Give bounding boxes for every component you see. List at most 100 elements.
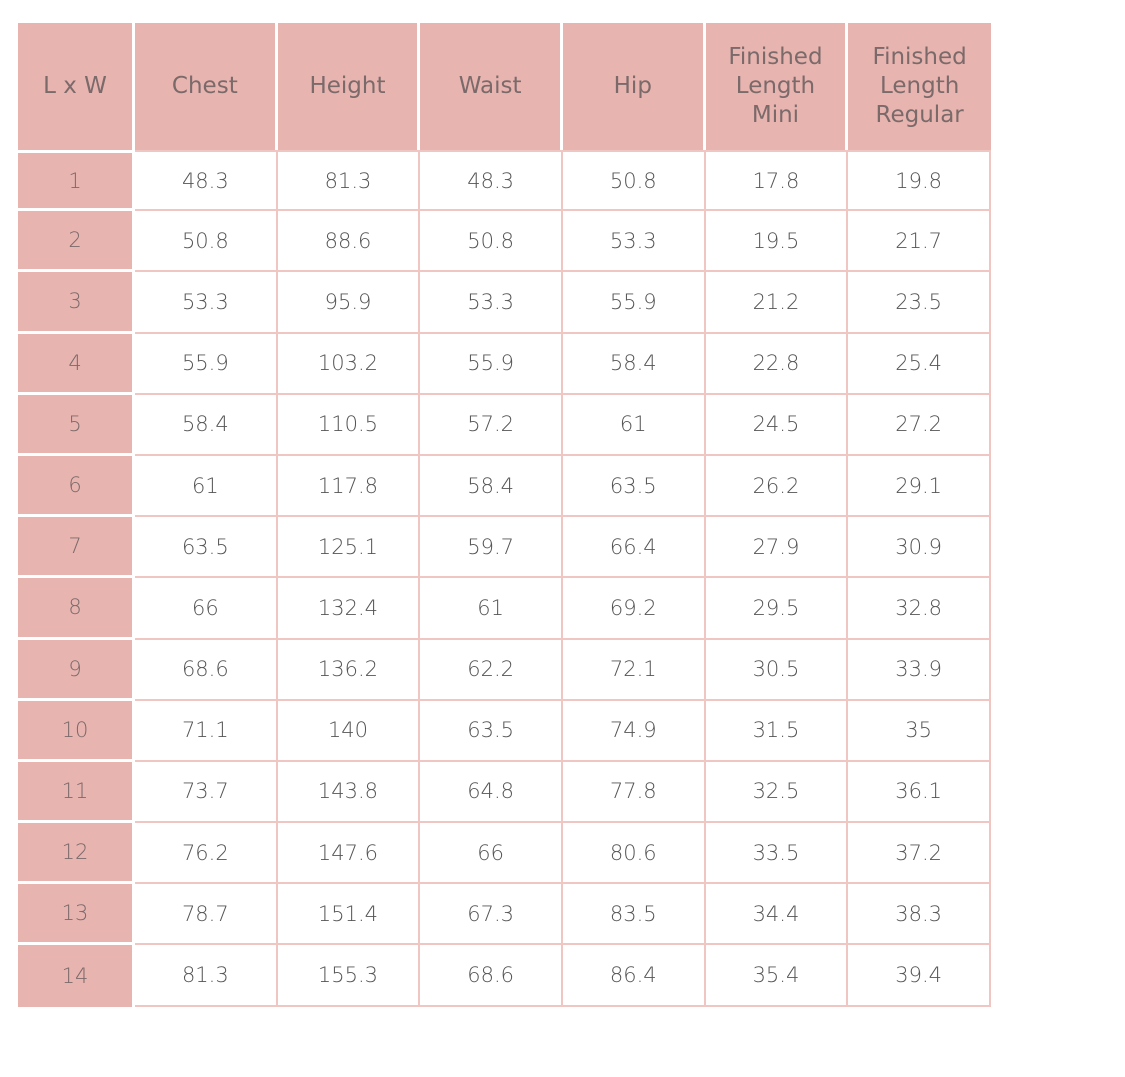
size-cell: 1 bbox=[18, 150, 135, 212]
chest-cell: 78.7 bbox=[135, 884, 278, 946]
table-row: 3 53.3 95.9 53.3 55.9 21.2 23.5 bbox=[18, 272, 991, 334]
hip-cell: 58.4 bbox=[562, 333, 706, 395]
table-row: 1 48.3 81.3 48.3 50.8 17.8 19.8 bbox=[18, 150, 991, 212]
hip-cell: 61 bbox=[562, 394, 706, 456]
table-row: 12 76.2 147.6 66 80.6 33.5 37.2 bbox=[18, 823, 991, 885]
table-row: 6 61 117.8 58.4 63.5 26.2 29.1 bbox=[18, 455, 991, 518]
size-cell: 6 bbox=[18, 455, 135, 518]
finished-length-mini-cell: 26.2 bbox=[705, 455, 849, 518]
chest-cell: 81.3 bbox=[135, 945, 278, 1007]
height-cell: 88.6 bbox=[277, 211, 421, 273]
finished-length-mini-cell: 27.9 bbox=[705, 517, 849, 579]
chest-cell: 58.4 bbox=[135, 394, 278, 456]
finished-length-regular-cell: 36.1 bbox=[848, 761, 991, 824]
table-header: L x W Chest Height Waist Hip Finished Le… bbox=[18, 23, 991, 150]
size-chart-table: L x W Chest Height Waist Hip Finished Le… bbox=[18, 23, 991, 1007]
waist-cell: 64.8 bbox=[420, 761, 563, 824]
chest-cell: 76.2 bbox=[135, 823, 278, 885]
finished-length-regular-cell: 25.4 bbox=[848, 333, 991, 395]
hip-cell: 72.1 bbox=[562, 639, 706, 701]
table-row: 10 71.1 140 63.5 74.9 31.5 35 bbox=[18, 700, 991, 762]
table-row: 11 73.7 143.8 64.8 77.8 32.5 36.1 bbox=[18, 761, 991, 824]
finished-length-mini-cell: 22.8 bbox=[705, 333, 849, 395]
hip-cell: 53.3 bbox=[562, 211, 706, 273]
height-cell: 136.2 bbox=[277, 639, 421, 701]
height-cell: 143.8 bbox=[277, 761, 421, 824]
waist-cell: 53.3 bbox=[420, 272, 563, 334]
table-row: 5 58.4 110.5 57.2 61 24.5 27.2 bbox=[18, 394, 991, 456]
height-cell: 155.3 bbox=[277, 945, 421, 1007]
waist-cell: 57.2 bbox=[420, 394, 563, 456]
header-height: Height bbox=[277, 23, 421, 150]
finished-length-mini-cell: 24.5 bbox=[705, 394, 849, 456]
finished-length-mini-cell: 31.5 bbox=[705, 700, 849, 762]
hip-cell: 86.4 bbox=[562, 945, 706, 1007]
header-finished-length-mini: Finished Length Mini bbox=[705, 23, 849, 150]
finished-length-mini-cell: 17.8 bbox=[705, 150, 849, 212]
finished-length-regular-cell: 29.1 bbox=[848, 455, 991, 518]
finished-length-regular-cell: 38.3 bbox=[848, 884, 991, 946]
finished-length-regular-cell: 30.9 bbox=[848, 517, 991, 579]
size-cell: 3 bbox=[18, 272, 135, 334]
table-row: 14 81.3 155.3 68.6 86.4 35.4 39.4 bbox=[18, 945, 991, 1007]
finished-length-mini-cell: 30.5 bbox=[705, 639, 849, 701]
chest-cell: 66 bbox=[135, 578, 278, 640]
finished-length-mini-cell: 33.5 bbox=[705, 823, 849, 885]
finished-length-mini-cell: 35.4 bbox=[705, 945, 849, 1007]
finished-length-regular-cell: 32.8 bbox=[848, 578, 991, 640]
height-cell: 110.5 bbox=[277, 394, 421, 456]
hip-cell: 63.5 bbox=[562, 455, 706, 518]
hip-cell: 80.6 bbox=[562, 823, 706, 885]
height-cell: 140 bbox=[277, 700, 421, 762]
waist-cell: 62.2 bbox=[420, 639, 563, 701]
chest-cell: 50.8 bbox=[135, 211, 278, 273]
finished-length-mini-cell: 21.2 bbox=[705, 272, 849, 334]
table-row: 2 50.8 88.6 50.8 53.3 19.5 21.7 bbox=[18, 211, 991, 273]
height-cell: 95.9 bbox=[277, 272, 421, 334]
table-row: 9 68.6 136.2 62.2 72.1 30.5 33.9 bbox=[18, 639, 991, 701]
height-cell: 151.4 bbox=[277, 884, 421, 946]
height-cell: 125.1 bbox=[277, 517, 421, 579]
hip-cell: 74.9 bbox=[562, 700, 706, 762]
chest-cell: 48.3 bbox=[135, 150, 278, 212]
size-cell: 9 bbox=[18, 639, 135, 701]
table-body: 1 48.3 81.3 48.3 50.8 17.8 19.8 2 50.8 88.6 50.8 53… bbox=[18, 150, 991, 1007]
size-cell: 10 bbox=[18, 700, 135, 762]
header-chest: Chest bbox=[135, 23, 278, 150]
finished-length-mini-cell: 32.5 bbox=[705, 761, 849, 824]
waist-cell: 59.7 bbox=[420, 517, 563, 579]
finished-length-regular-cell: 33.9 bbox=[848, 639, 991, 701]
header-size: L x W bbox=[18, 23, 135, 150]
waist-cell: 50.8 bbox=[420, 211, 563, 273]
hip-cell: 50.8 bbox=[562, 150, 706, 212]
header-row: L x W Chest Height Waist Hip Finished Le… bbox=[18, 23, 991, 150]
waist-cell: 58.4 bbox=[420, 455, 563, 518]
chest-cell: 73.7 bbox=[135, 761, 278, 824]
size-cell: 5 bbox=[18, 394, 135, 456]
size-cell: 12 bbox=[18, 823, 135, 885]
size-cell: 14 bbox=[18, 945, 135, 1007]
table-row: 13 78.7 151.4 67.3 83.5 34.4 38.3 bbox=[18, 884, 991, 946]
size-cell: 2 bbox=[18, 211, 135, 273]
size-cell: 13 bbox=[18, 884, 135, 946]
hip-cell: 83.5 bbox=[562, 884, 706, 946]
waist-cell: 55.9 bbox=[420, 333, 563, 395]
chest-cell: 55.9 bbox=[135, 333, 278, 395]
waist-cell: 63.5 bbox=[420, 700, 563, 762]
finished-length-regular-cell: 27.2 bbox=[848, 394, 991, 456]
finished-length-regular-cell: 39.4 bbox=[848, 945, 991, 1007]
size-cell: 4 bbox=[18, 333, 135, 395]
finished-length-regular-cell: 23.5 bbox=[848, 272, 991, 334]
chest-cell: 61 bbox=[135, 455, 278, 518]
finished-length-regular-cell: 19.8 bbox=[848, 150, 991, 212]
waist-cell: 68.6 bbox=[420, 945, 563, 1007]
chest-cell: 71.1 bbox=[135, 700, 278, 762]
finished-length-mini-cell: 19.5 bbox=[705, 211, 849, 273]
waist-cell: 61 bbox=[420, 578, 563, 640]
finished-length-regular-cell: 21.7 bbox=[848, 211, 991, 273]
hip-cell: 69.2 bbox=[562, 578, 706, 640]
chest-cell: 63.5 bbox=[135, 517, 278, 579]
size-cell: 11 bbox=[18, 761, 135, 824]
height-cell: 132.4 bbox=[277, 578, 421, 640]
finished-length-mini-cell: 34.4 bbox=[705, 884, 849, 946]
